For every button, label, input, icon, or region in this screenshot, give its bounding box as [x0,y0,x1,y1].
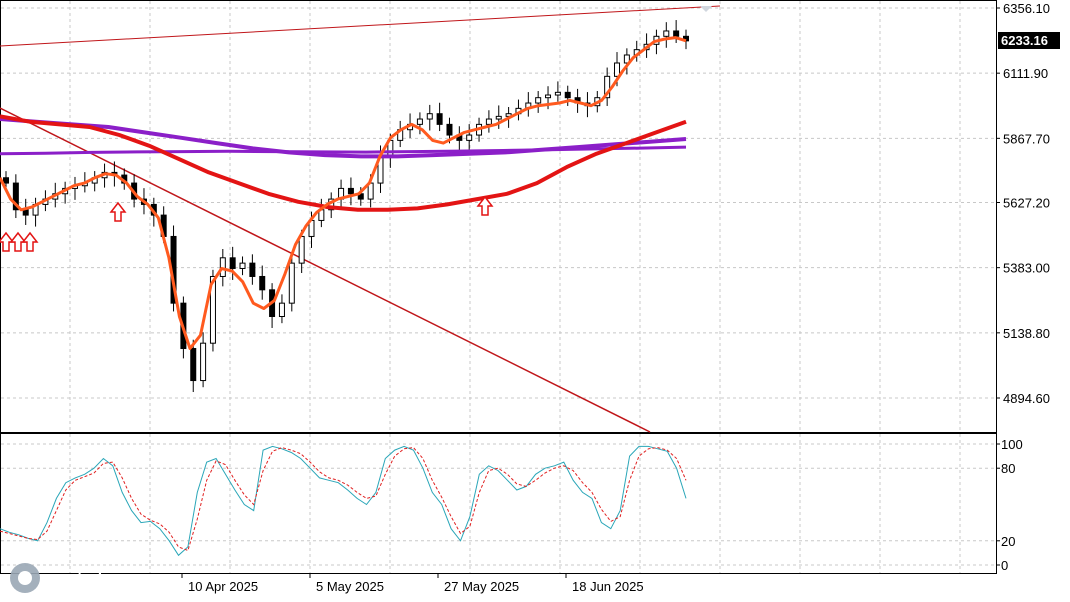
signal-arrows [0,195,494,252]
osc-level-label: 100 [1001,437,1023,452]
candle-body [298,235,305,264]
candle-body [623,54,630,64]
candle-body [495,115,502,120]
candle-body [347,187,354,195]
trendlines [0,5,721,433]
price-tick-label: 6111.90 [1003,66,1048,81]
logo-tagline: Instant Forex Trading [46,588,150,600]
ma-red-line [0,114,687,212]
candle-body [219,257,226,277]
price-tick-label: 5138.80 [1003,326,1050,341]
candle-body [673,30,680,37]
candle-body [3,177,9,184]
candle-body [288,262,295,304]
candle-body [416,118,423,125]
price-tick-label: 6356.10 [1003,1,1050,16]
candle-body [436,113,443,125]
candle-body [485,118,492,125]
candle-body [209,275,216,344]
time-label: 5 May 2025 [316,579,384,594]
candle-body [249,262,256,277]
time-label: 18 Jun 2025 [572,579,644,594]
osc-level-label: 20 [1001,534,1015,549]
price-tick-label: 4894.60 [1003,391,1050,406]
price-tick-label: 5383.00 [1003,261,1050,276]
time-axis: 10 Apr 2025 5 May 2025 27 May 2025 18 Jun 2… [181,573,644,594]
time-label: 10 Apr 2025 [188,579,258,594]
logo-name: instaforex [46,566,150,593]
candle-body [564,91,571,99]
candle-body [278,302,285,318]
candle-body [259,275,266,291]
instaforex-logo: instaforex Instant Forex Trading [10,563,150,600]
candle-body [200,342,207,382]
up-arrow-icon [109,201,127,222]
up-arrow-icon [0,231,15,252]
candle-body [239,262,246,269]
candle-body [663,30,670,37]
ma-purple-thick-line [0,117,687,159]
candle-body [446,123,453,136]
candle-body [554,91,561,96]
grid-lines [1,1,996,573]
moving-averages [0,36,687,350]
candle-body [229,257,236,269]
candle-body [190,348,197,382]
up-arrow-icon [21,231,39,252]
oscillator-frame [0,433,997,574]
candle-body [466,134,473,141]
up-arrow-icon [476,195,494,216]
osc-level-label: 80 [1001,461,1015,476]
candle-body [426,113,433,120]
upper-trendline [0,5,721,47]
lower-trendline [0,107,651,433]
price-tick-label: 5867.70 [1003,131,1050,146]
candle-body [545,94,552,99]
stochastic-oscillator [0,445,687,557]
current-price-marker: 6233.16 [998,32,1060,49]
trendline-anchor-icon [700,6,712,12]
candle-body [12,182,19,211]
current-price-label: 6233.16 [1001,33,1048,48]
ma-fast-orange-line [0,36,687,350]
stochastic-main-line [0,445,687,557]
stochastic-signal-line [0,447,687,552]
up-arrow-icon [9,231,27,252]
price-tick-label: 5627.20 [1003,196,1050,211]
candle-body [535,97,542,104]
candle-body [614,62,621,77]
osc-level-label: 0 [1001,558,1008,573]
price-axis: 6356.10 6111.90 5867.70 5627.20 5383.00 5138.… [996,1,1050,573]
time-label: 27 May 2025 [444,579,519,594]
candle-body [604,75,611,99]
